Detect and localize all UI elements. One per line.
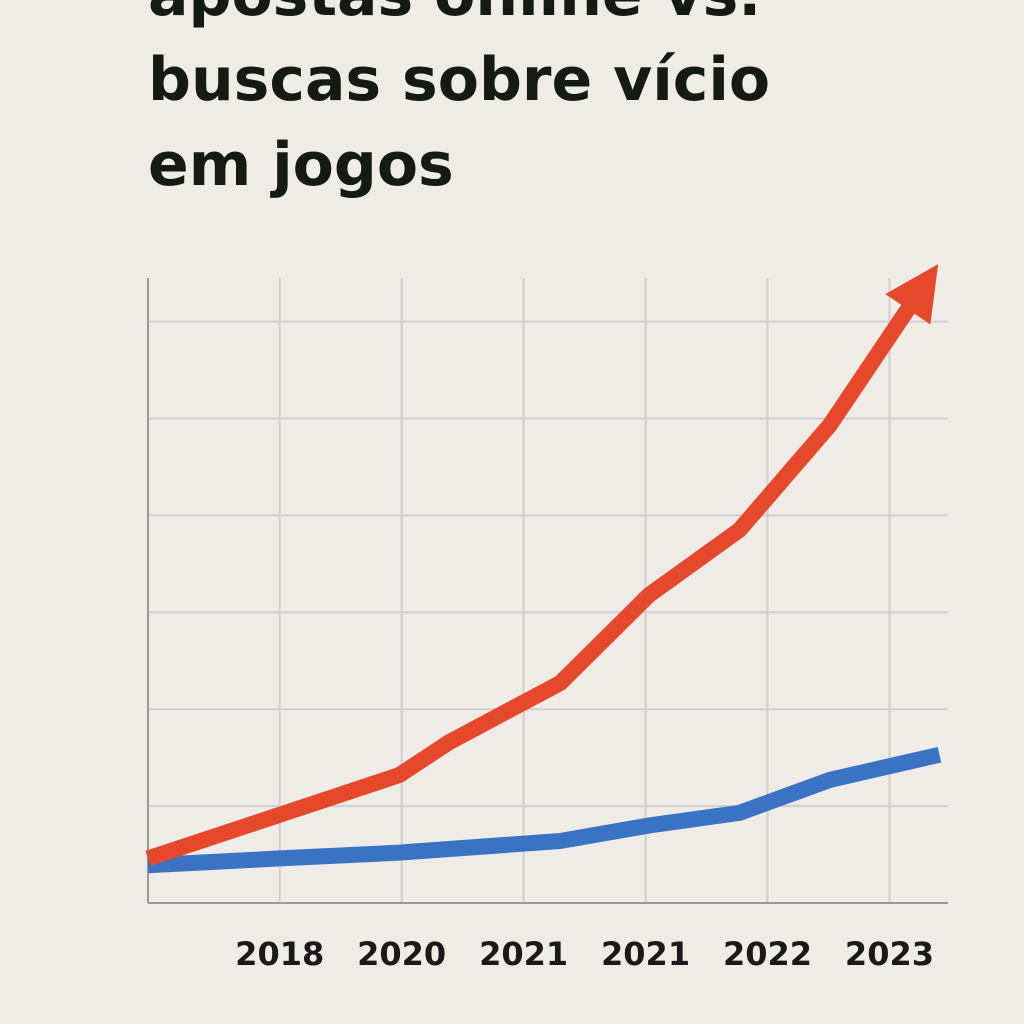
x-tick-label: 2023 [845,935,934,973]
x-tick-label: 2021 [479,935,568,973]
x-tick-label: 2020 [357,935,446,973]
chart-title: em jogos [148,130,454,200]
x-tick-label: 2022 [723,935,812,973]
line-series [147,746,942,874]
chart-title: buscas sobre vício [148,45,770,115]
line-series [145,264,939,867]
x-tick-label: 2021 [601,935,690,973]
x-tick-label: 2018 [235,935,324,973]
chart-title: apostas online vs. [148,0,761,30]
